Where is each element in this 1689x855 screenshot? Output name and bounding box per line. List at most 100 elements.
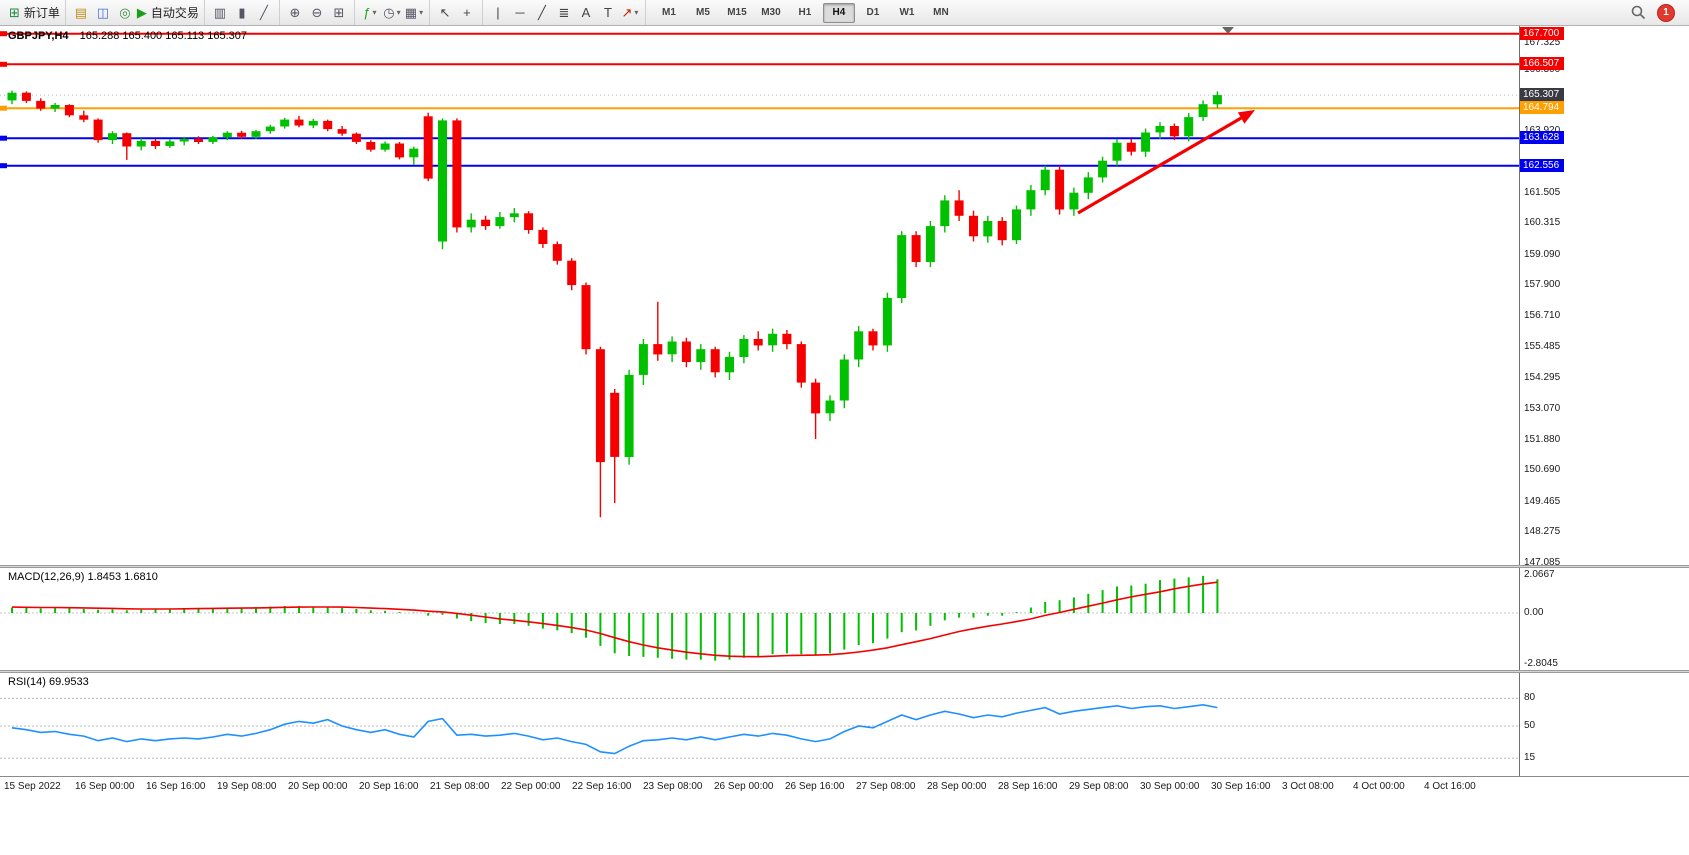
time-tick: 19 Sep 08:00: [217, 781, 277, 792]
tile-windows-icon: ⊞: [333, 5, 345, 20]
trendline-button[interactable]: ╱: [532, 3, 552, 23]
pane-separator[interactable]: [0, 565, 1689, 568]
rsi-pane[interactable]: [0, 673, 1519, 776]
macd-histogram: [11, 575, 1219, 661]
time-tick: 26 Sep 00:00: [714, 781, 774, 792]
price-tick: 0.00: [1524, 607, 1544, 618]
trend-arrow[interactable]: [1077, 110, 1255, 215]
cursor-button[interactable]: ↖: [435, 3, 455, 23]
market-watch-button[interactable]: ▤: [71, 3, 91, 23]
ohlc-values: 165.288 165.400 165.113 165.307: [79, 30, 247, 42]
timeframe-button-h1[interactable]: H1: [798, 7, 812, 18]
navigator-button[interactable]: ◎: [115, 3, 135, 23]
time-tick: 15 Sep 2022: [4, 781, 61, 792]
chart-shift-marker[interactable]: [1222, 27, 1234, 34]
price-tick: -2.8045: [1524, 658, 1558, 670]
search-button[interactable]: [1628, 3, 1648, 23]
periods-button[interactable]: ◷ ▾: [382, 3, 402, 23]
line-chart-button[interactable]: ╱: [254, 3, 274, 23]
candlestick-chart-button[interactable]: ▮: [232, 3, 252, 23]
time-tick: 21 Sep 08:00: [430, 781, 490, 792]
timeframe-button-d1[interactable]: D1: [866, 7, 880, 18]
hline-handle[interactable]: [0, 135, 7, 141]
templates-button-caret: ▾: [419, 7, 424, 17]
price-tick: 157.900: [1524, 279, 1561, 291]
vertical-line-button[interactable]: |: [488, 3, 508, 23]
new-order-button[interactable]: ⊞ 新订单: [9, 3, 60, 23]
time-tick: 29 Sep 08:00: [1069, 781, 1129, 792]
hline-handle[interactable]: [0, 61, 7, 67]
price-tick: 155.485: [1524, 341, 1561, 352]
candlestick-chart-icon: ▮: [238, 5, 246, 20]
indicators-button[interactable]: ƒ ▾: [360, 3, 380, 23]
toolbar-group: ▤ ◫ ◎ ▶ 自动交易: [66, 0, 205, 25]
time-tick: 4 Oct 00:00: [1353, 781, 1405, 792]
timeframe-button-m1[interactable]: M1: [661, 7, 676, 18]
timeframe-button-m5[interactable]: M5: [695, 7, 710, 18]
fibonacci-icon: ≣: [558, 5, 570, 20]
fibonacci-button[interactable]: ≣: [554, 3, 574, 23]
time-tick: 22 Sep 16:00: [572, 781, 632, 792]
zoom-in-button[interactable]: ⊕: [285, 3, 305, 23]
label-button[interactable]: T: [598, 3, 618, 23]
timeframe-button-m15[interactable]: M15: [727, 7, 747, 18]
hline-handle[interactable]: [0, 31, 7, 37]
price-tick: 50: [1524, 720, 1536, 731]
toolbar-groups: ⊞ 新订单 ▤ ◫ ◎ ▶ 自动交易 ▥ ▮ ╱ ⊕ ⊖ ⊞ ƒ ▾ ◷ ▾ ▦ ▾ ↖ + | ─ ╱ ≣ A T ↗ ▾: [4, 0, 646, 25]
cursor-icon: ↖: [439, 5, 451, 20]
toolbar-group: ↖ +: [430, 0, 483, 25]
trendline-icon: ╱: [538, 5, 546, 20]
zoom-out-icon: ⊖: [311, 5, 323, 20]
price-badge: 166.507: [1520, 57, 1565, 71]
rsi-label: RSI(14) 69.9533: [8, 676, 89, 688]
templates-button[interactable]: ▦ ▾: [404, 3, 424, 23]
pane-separator[interactable]: [0, 670, 1689, 673]
price-tick: 150.690: [1524, 464, 1561, 476]
macd-pane[interactable]: [0, 568, 1519, 671]
timeframe-button-mn[interactable]: MN: [933, 7, 949, 18]
time-tick: 23 Sep 08:00: [643, 781, 703, 792]
text-button[interactable]: A: [576, 3, 596, 23]
zoom-out-button[interactable]: ⊖: [307, 3, 327, 23]
time-tick: 22 Sep 00:00: [501, 781, 561, 792]
shapes-button[interactable]: ↗ ▾: [620, 3, 640, 23]
timeframe-button-m30[interactable]: M30: [761, 7, 781, 18]
price-badge: 162.556: [1520, 158, 1565, 172]
new-order-button-label: 新订单: [23, 5, 60, 20]
shapes-button-caret: ▾: [634, 7, 639, 17]
horizontal-line-button[interactable]: ─: [510, 3, 530, 23]
tile-windows-button[interactable]: ⊞: [329, 3, 349, 23]
time-tick: 4 Oct 16:00: [1424, 781, 1476, 792]
hline-handle[interactable]: [0, 105, 7, 111]
crosshair-icon: +: [463, 5, 471, 20]
bar-chart-button[interactable]: ▥: [210, 3, 230, 23]
timeframe-button-h4[interactable]: H4: [822, 2, 855, 23]
templates-icon: ▦: [404, 5, 418, 20]
price-tick: 156.710: [1524, 309, 1561, 321]
price-tick: 151.880: [1524, 433, 1561, 445]
crosshair-button[interactable]: +: [457, 3, 477, 23]
price-tick: 148.275: [1524, 526, 1561, 537]
timeframe-toolbar: M1 M5 M15 M30 H1 H4 D1 W1 MN: [648, 0, 962, 25]
auto-trading-button[interactable]: ▶ 自动交易: [137, 3, 199, 23]
price-tick: 159.090: [1524, 248, 1561, 260]
time-tick: 3 Oct 08:00: [1282, 781, 1334, 792]
chart-window: GBPJPY,H4 165.288 165.400 165.113 165.30…: [0, 26, 1689, 855]
data-window-button[interactable]: ◫: [93, 3, 113, 23]
chart-ohlc-header: GBPJPY,H4 165.288 165.400 165.113 165.30…: [8, 30, 247, 42]
price-tick: 167.325: [1524, 37, 1561, 49]
time-tick: 16 Sep 16:00: [146, 781, 206, 792]
notification-badge[interactable]: 1: [1657, 3, 1675, 22]
rsi-line: [11, 703, 1218, 755]
price-axis[interactable]: 167.325166.300163.920161.505160.315159.0…: [1519, 26, 1689, 777]
timeframe-button-w1[interactable]: W1: [899, 7, 915, 18]
price-tick: 153.070: [1524, 403, 1561, 414]
symbol-period-label: GBPJPY,H4: [8, 30, 69, 42]
auto-trading-button-label: 自动交易: [150, 5, 199, 20]
horizontal-line-icon: ─: [515, 5, 525, 20]
hline-handle[interactable]: [0, 163, 7, 169]
price-badge: 163.628: [1520, 131, 1565, 145]
main-chart-pane[interactable]: [0, 26, 1519, 566]
time-axis[interactable]: 15 Sep 2022 16 Sep 00:00 16 Sep 16:00 19 Se…: [0, 778, 1689, 800]
